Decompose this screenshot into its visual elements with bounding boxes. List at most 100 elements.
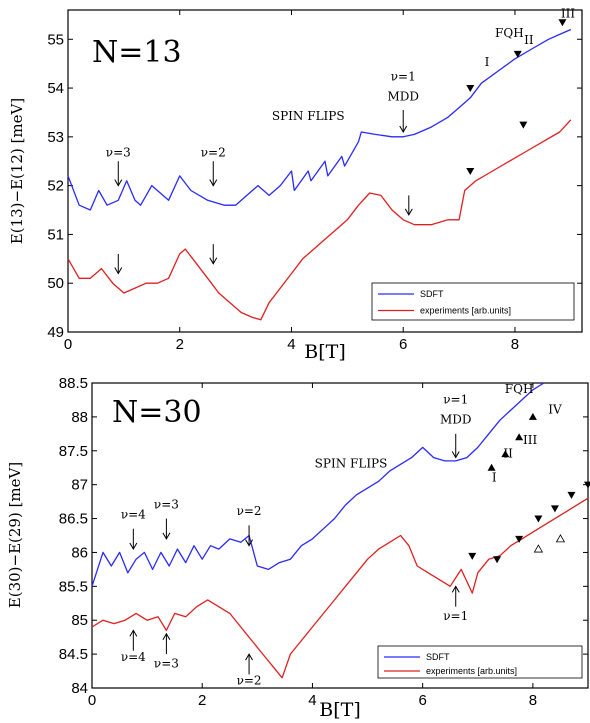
annotation-label: ν=1 xyxy=(443,392,468,406)
annotation-arrow-head xyxy=(209,257,218,265)
annotation-arrow-head xyxy=(162,632,171,641)
annotation-label: III xyxy=(561,6,575,20)
annotation-label: FQH xyxy=(505,382,534,396)
y-axis-label: E(30)−E(29) [meV] xyxy=(6,462,24,608)
annotation-label: IV xyxy=(548,403,562,417)
triangle-marker xyxy=(584,481,590,489)
annotation-label: ν=3 xyxy=(154,657,179,671)
x-tick-label: 8 xyxy=(511,336,519,353)
annotation-arrow-head xyxy=(129,542,138,551)
annotation-label: SPIN FLIPS xyxy=(272,109,345,123)
y-tick-label: 88.5 xyxy=(59,375,88,392)
y-tick-label: 84.5 xyxy=(59,646,88,663)
annotation-label: ν=1 xyxy=(391,70,416,84)
annotation-label: MDD xyxy=(440,413,472,427)
annotation-arrow-head xyxy=(162,532,171,540)
triangle-marker xyxy=(501,450,510,458)
series-line-sdft xyxy=(91,382,545,587)
triangle-marker xyxy=(487,463,496,471)
triangle-marker xyxy=(515,433,524,441)
annotation-arrow-head xyxy=(451,585,460,593)
chart-title: N=30 xyxy=(112,395,202,430)
series-line-experiments xyxy=(91,497,589,679)
annotation-label: ν=1 xyxy=(443,609,468,623)
legend-entry-sdft: SDFT xyxy=(420,289,444,299)
open-triangle-marker xyxy=(533,544,544,553)
y-tick-label: 86 xyxy=(71,544,88,561)
annotation-arrow-head xyxy=(399,125,408,133)
triangle-marker xyxy=(519,121,528,129)
triangle-marker xyxy=(534,515,543,523)
triangle-marker xyxy=(515,535,524,543)
annotation-label: I xyxy=(485,55,490,69)
annotation-label: ν=3 xyxy=(106,145,131,159)
annotation-label: ν=2 xyxy=(237,674,262,688)
y-tick-label: 86.5 xyxy=(59,511,88,528)
y-tick-label: 51 xyxy=(47,226,64,243)
x-tick-label: 4 xyxy=(308,692,316,709)
legend-entry-sdft: SDFT xyxy=(426,652,450,662)
annotation-arrow-head xyxy=(451,451,460,459)
annotation-label: SPIN FLIPS xyxy=(315,457,388,471)
annotation-arrow-head xyxy=(245,653,253,661)
chart-legend: SDFT experiments [arb.units] xyxy=(371,282,575,321)
triangle-marker xyxy=(466,168,475,175)
legend-entry-experiments: experiments [arb.units] xyxy=(426,666,517,676)
y-tick-label: 84 xyxy=(71,680,88,697)
triangle-marker xyxy=(493,556,502,564)
triangle-marker xyxy=(528,412,537,420)
legend-entry-experiments: experiments [arb.units] xyxy=(420,306,511,316)
y-tick-label: 87.5 xyxy=(59,443,88,460)
x-tick-label: 6 xyxy=(399,336,407,353)
triangle-marker xyxy=(567,491,576,499)
annotation-arrow-head xyxy=(209,179,218,187)
legend-box xyxy=(377,645,583,679)
annotation-arrow-head xyxy=(245,539,253,547)
y-tick-label: 54 xyxy=(47,80,64,97)
annotation-label: ν=2 xyxy=(237,504,262,518)
y-tick-label: 53 xyxy=(47,129,64,146)
triangle-marker xyxy=(468,552,477,560)
x-tick-label: 8 xyxy=(529,692,537,709)
legend-box xyxy=(371,282,575,321)
annotation-label: MDD xyxy=(387,89,419,103)
y-axis-label: E(13)−E(12) [meV] xyxy=(8,98,26,244)
triangle-marker xyxy=(513,50,522,58)
y-tick-label: 49 xyxy=(47,324,64,341)
annotation-arrow-head xyxy=(129,629,138,637)
chart-title: N=13 xyxy=(92,35,182,70)
triangle-marker xyxy=(466,85,475,93)
x-tick-label: 2 xyxy=(198,692,206,709)
x-tick-label: 6 xyxy=(418,692,426,709)
triangle-marker xyxy=(558,19,567,27)
annotation-label: ν=4 xyxy=(121,650,146,664)
x-tick-label: 4 xyxy=(287,336,295,353)
y-tick-label: 55 xyxy=(47,31,64,48)
annotation-arrow-head xyxy=(114,267,123,275)
x-tick-label: 0 xyxy=(88,692,96,709)
x-tick-label: 0 xyxy=(64,336,72,353)
plot-frame xyxy=(91,382,589,689)
annotation-label: III xyxy=(523,433,537,447)
annotation-label: I xyxy=(492,470,497,484)
annotation-arrow-head xyxy=(404,208,413,216)
y-tick-label: 88 xyxy=(71,409,88,426)
chart-panel-n13: N=13 B[T] E(13)−E(12) [meV] 0 2 4 6 8 49 50 51 5… xyxy=(8,6,583,363)
x-tick-label: 2 xyxy=(176,336,184,353)
y-tick-label: 50 xyxy=(47,275,64,292)
annotation-label: ν=2 xyxy=(201,145,226,159)
y-tick-label: 85 xyxy=(71,612,88,629)
y-tick-label: 52 xyxy=(47,178,64,195)
annotation-label: II xyxy=(503,447,513,461)
annotation-label: ν=3 xyxy=(154,497,179,511)
open-triangle-marker xyxy=(555,534,566,543)
triangle-marker xyxy=(550,505,559,513)
y-tick-label: 87 xyxy=(71,477,88,494)
annotation-arrow-head xyxy=(114,179,123,187)
chart-panel-n30: N=30 B[T] E(30)−E(29) [meV] 0 2 4 6 8 84 84.5 8… xyxy=(6,375,590,721)
x-axis-label: B[T] xyxy=(304,341,345,363)
plot-frame xyxy=(67,9,583,333)
chart-legend: SDFT experiments [arb.units] xyxy=(377,645,583,679)
x-axis-label: B[T] xyxy=(319,699,360,721)
